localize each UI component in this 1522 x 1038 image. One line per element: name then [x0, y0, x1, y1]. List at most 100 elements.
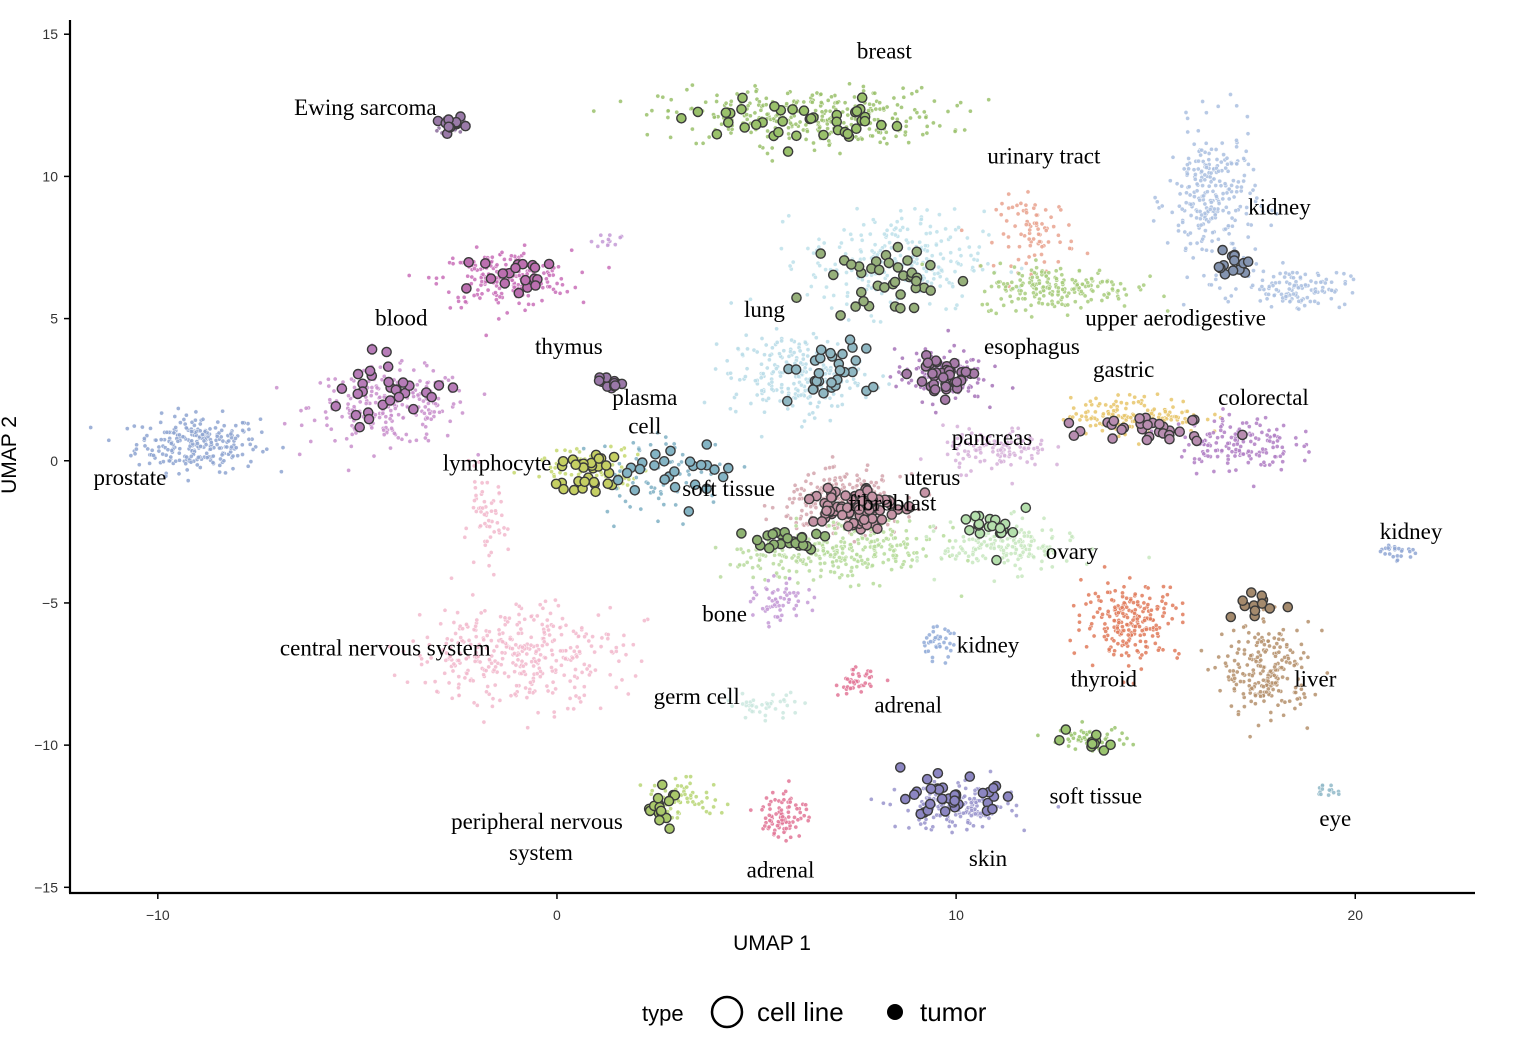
cell-line-point [1119, 605, 1125, 610]
points-layer [88, 81, 1418, 844]
cell-line-point [240, 428, 246, 433]
cell-line-point [537, 602, 543, 608]
cell-line-point [1271, 672, 1277, 678]
cell-line-point [1234, 144, 1239, 150]
cell-line-point [1012, 223, 1018, 229]
cell-line-point [423, 435, 428, 441]
cell-line-point [897, 227, 903, 233]
cell-line-point [1120, 590, 1125, 596]
cell-line-point [1322, 280, 1328, 286]
cell-line-point [574, 654, 580, 660]
cell-line-point [491, 648, 497, 654]
cell-line-point [930, 402, 936, 407]
cell-line-point [219, 452, 225, 458]
cell-line-point [1154, 199, 1160, 205]
cell-line-point [831, 519, 836, 525]
cell-line-point [898, 253, 903, 258]
cell-line-point [1136, 441, 1142, 447]
cell-line-point [1245, 639, 1251, 645]
cell-line-point [176, 471, 182, 477]
cell-line-point [523, 685, 528, 691]
cell-line-point [1000, 538, 1005, 544]
cell-line-point [1209, 238, 1215, 244]
cell-line-point [745, 103, 751, 109]
cell-line-point [693, 141, 699, 146]
cell-line-point [875, 537, 880, 543]
cell-line-point [940, 422, 946, 428]
cell-line-point [919, 261, 925, 267]
cell-line-point [1031, 554, 1036, 560]
cell-line-point [1205, 417, 1211, 422]
cell-line-point [326, 383, 332, 389]
cell-line-point [371, 453, 377, 459]
cell-line-point [758, 375, 764, 381]
cell-line-point [813, 552, 819, 558]
cell-line-point [1268, 710, 1274, 715]
cell-line-point [959, 293, 965, 299]
cell-line-point [579, 270, 585, 275]
cell-line-point [1208, 170, 1214, 176]
cell-line-point [623, 499, 628, 504]
cell-line-point [921, 801, 926, 807]
cell-line-point [810, 410, 816, 416]
cell-line-point [765, 128, 770, 134]
cell-line-point [844, 691, 849, 697]
cell-line-point [1229, 643, 1234, 649]
cell-line-point [1051, 224, 1057, 229]
cell-line-point [965, 235, 970, 241]
cell-line-point [625, 482, 630, 488]
cell-line-point [780, 715, 786, 721]
cell-line-point [877, 100, 883, 106]
cell-line-point [472, 277, 478, 282]
cell-line-point [1049, 292, 1055, 298]
cell-line-point [489, 500, 494, 506]
cell-line-point [737, 377, 743, 383]
cell-line-point [1093, 396, 1099, 401]
cell-line-point [1169, 616, 1175, 622]
cell-line-point [1225, 299, 1231, 305]
cell-line-point [451, 661, 457, 667]
cell-line-point [1262, 649, 1268, 655]
cell-line-point [958, 814, 963, 819]
cell-line-point [1165, 412, 1171, 418]
cell-line-point [430, 368, 436, 374]
cell-line-point [1122, 303, 1127, 309]
cell-line-point [1048, 214, 1054, 220]
cell-line-point [816, 236, 822, 242]
cell-line-point [461, 294, 467, 300]
cell-line-point [1293, 435, 1299, 441]
cell-line-point [996, 544, 1002, 549]
cell-line-point [714, 341, 719, 347]
cell-line-point [1078, 305, 1084, 311]
cell-line-point [1268, 718, 1274, 723]
cell-line-point [1202, 172, 1208, 178]
cell-line-point [1017, 277, 1023, 283]
cell-line-point [1141, 632, 1147, 637]
cell-line-point [862, 544, 868, 550]
cell-line-point [378, 364, 383, 370]
cell-line-point [421, 398, 426, 404]
cell-line-point [1013, 308, 1019, 314]
cell-line-point [411, 367, 417, 373]
cell-line-point [458, 305, 464, 311]
cell-line-point [962, 127, 968, 133]
cell-line-point [608, 444, 614, 449]
cell-line-point [1123, 406, 1129, 411]
cell-line-point [1132, 628, 1137, 633]
cell-line-point [472, 498, 477, 503]
cell-line-point [1127, 392, 1133, 398]
cell-line-point [1028, 543, 1033, 548]
cell-line-point [1035, 733, 1041, 738]
cell-line-point [714, 92, 720, 98]
cell-line-point [369, 425, 375, 431]
cell-line-point [1227, 424, 1233, 430]
cell-line-point [878, 248, 883, 253]
cell-line-point [808, 504, 814, 509]
cell-line-point [463, 526, 469, 531]
cell-line-point [759, 434, 765, 440]
cell-line-point [1242, 704, 1247, 709]
cell-line-point [422, 410, 427, 416]
cell-line-point [1272, 664, 1277, 670]
cell-line-point [528, 642, 534, 648]
cell-line-point [772, 552, 777, 558]
